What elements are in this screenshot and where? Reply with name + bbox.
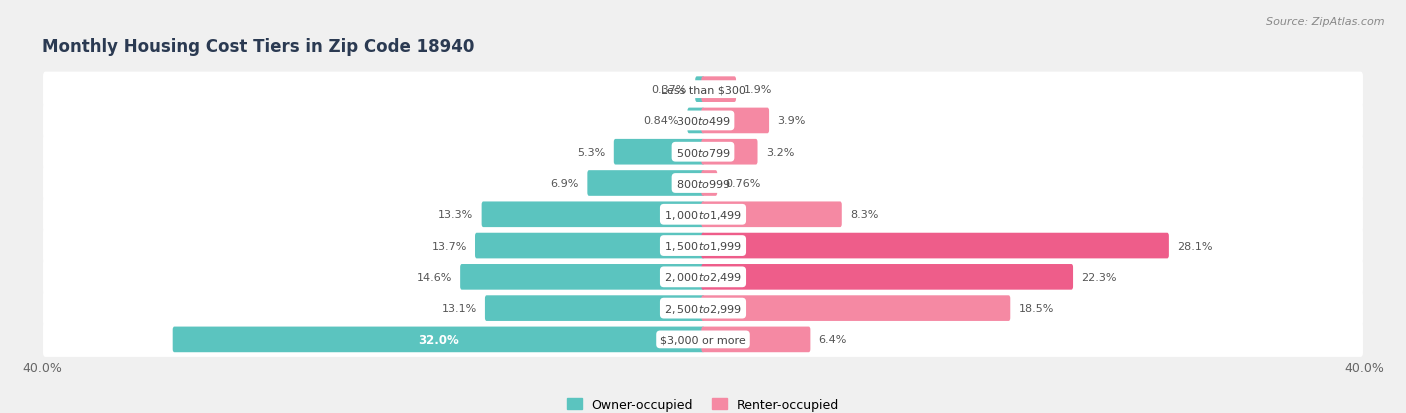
Text: Source: ZipAtlas.com: Source: ZipAtlas.com (1267, 17, 1385, 26)
Text: 3.9%: 3.9% (778, 116, 806, 126)
Text: $500 to $799: $500 to $799 (675, 146, 731, 158)
FancyBboxPatch shape (702, 296, 1011, 321)
Text: $1,500 to $1,999: $1,500 to $1,999 (664, 240, 742, 252)
Text: 32.0%: 32.0% (419, 333, 458, 346)
FancyBboxPatch shape (44, 322, 1362, 357)
FancyBboxPatch shape (44, 135, 1362, 170)
Text: 13.1%: 13.1% (441, 304, 477, 313)
Text: $2,000 to $2,499: $2,000 to $2,499 (664, 271, 742, 284)
Text: $2,500 to $2,999: $2,500 to $2,999 (664, 302, 742, 315)
FancyBboxPatch shape (702, 233, 1168, 259)
FancyBboxPatch shape (44, 291, 1362, 326)
Text: Monthly Housing Cost Tiers in Zip Code 18940: Monthly Housing Cost Tiers in Zip Code 1… (42, 38, 475, 56)
Text: $1,000 to $1,499: $1,000 to $1,499 (664, 208, 742, 221)
FancyBboxPatch shape (44, 228, 1362, 263)
Text: 1.9%: 1.9% (744, 85, 773, 95)
FancyBboxPatch shape (702, 171, 717, 196)
Text: 22.3%: 22.3% (1081, 272, 1116, 282)
Text: 13.7%: 13.7% (432, 241, 467, 251)
Text: 0.37%: 0.37% (651, 85, 688, 95)
Text: 6.4%: 6.4% (818, 335, 846, 344)
FancyBboxPatch shape (702, 327, 810, 352)
Text: 6.9%: 6.9% (551, 178, 579, 189)
FancyBboxPatch shape (702, 140, 758, 165)
FancyBboxPatch shape (44, 104, 1362, 139)
FancyBboxPatch shape (475, 233, 704, 259)
FancyBboxPatch shape (702, 77, 737, 103)
FancyBboxPatch shape (695, 77, 704, 103)
Text: 8.3%: 8.3% (851, 210, 879, 220)
Legend: Owner-occupied, Renter-occupied: Owner-occupied, Renter-occupied (567, 398, 839, 411)
FancyBboxPatch shape (688, 108, 704, 134)
Text: 0.84%: 0.84% (644, 116, 679, 126)
Text: $3,000 or more: $3,000 or more (661, 335, 745, 344)
Text: $300 to $499: $300 to $499 (675, 115, 731, 127)
Text: $800 to $999: $800 to $999 (675, 178, 731, 190)
FancyBboxPatch shape (614, 140, 704, 165)
Text: Less than $300: Less than $300 (661, 85, 745, 95)
Text: 3.2%: 3.2% (766, 147, 794, 157)
FancyBboxPatch shape (702, 264, 1073, 290)
FancyBboxPatch shape (44, 260, 1362, 294)
FancyBboxPatch shape (702, 202, 842, 228)
FancyBboxPatch shape (588, 171, 704, 196)
Text: 18.5%: 18.5% (1018, 304, 1054, 313)
Text: 0.76%: 0.76% (725, 178, 761, 189)
Text: 13.3%: 13.3% (439, 210, 474, 220)
Text: 28.1%: 28.1% (1177, 241, 1212, 251)
Text: 14.6%: 14.6% (416, 272, 451, 282)
FancyBboxPatch shape (482, 202, 704, 228)
FancyBboxPatch shape (460, 264, 704, 290)
FancyBboxPatch shape (44, 197, 1362, 232)
Text: 5.3%: 5.3% (578, 147, 606, 157)
FancyBboxPatch shape (44, 72, 1362, 107)
FancyBboxPatch shape (173, 327, 704, 352)
FancyBboxPatch shape (44, 166, 1362, 201)
FancyBboxPatch shape (702, 108, 769, 134)
FancyBboxPatch shape (485, 296, 704, 321)
